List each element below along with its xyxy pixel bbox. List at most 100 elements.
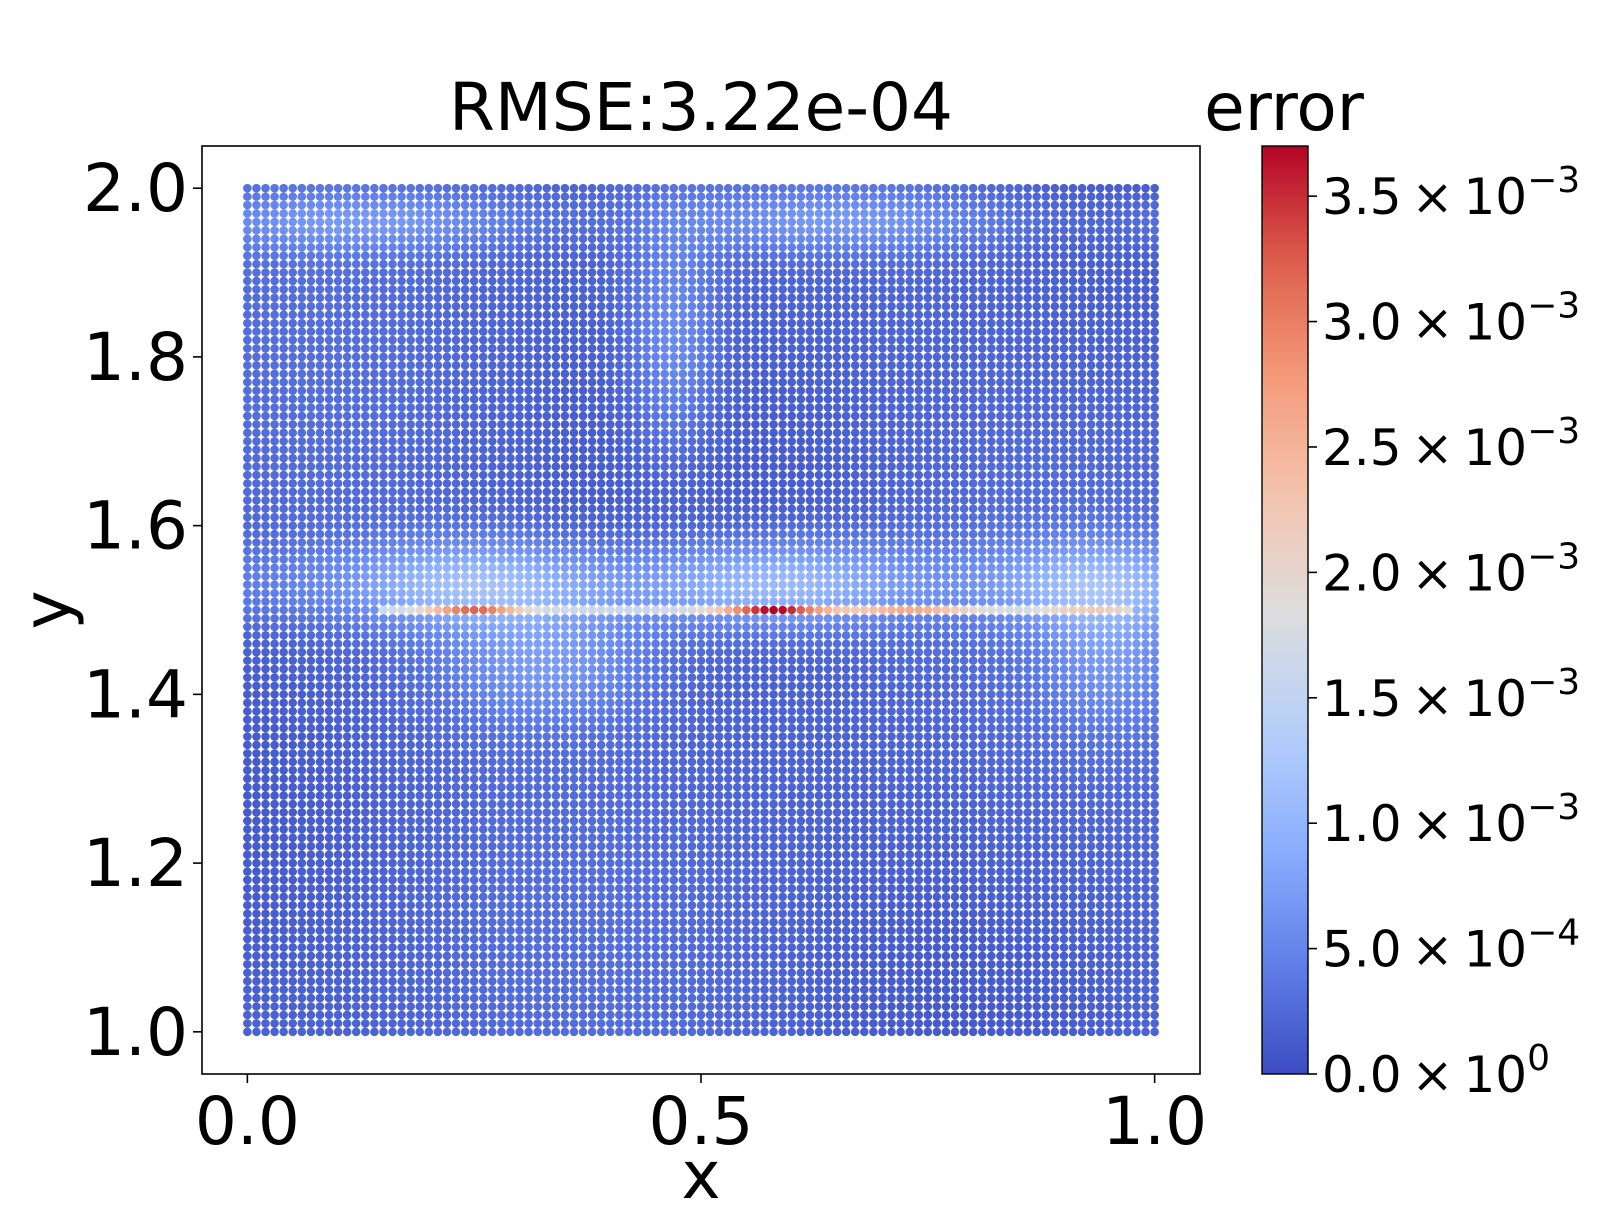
scatter-point (1132, 723, 1141, 733)
scatter-point (288, 816, 298, 826)
scatter-point (1077, 892, 1087, 902)
scatter-point (769, 749, 778, 758)
scatter-point (270, 884, 279, 893)
scatter-point (1086, 909, 1096, 919)
scatter-point (896, 825, 905, 834)
scatter-point (987, 664, 996, 674)
scatter-point (488, 673, 497, 682)
scatter-point (878, 943, 887, 952)
scatter-point (288, 934, 298, 944)
scatter-point (433, 1019, 443, 1028)
scatter-point (415, 892, 425, 902)
scatter-point (1095, 833, 1105, 843)
scatter-point (959, 943, 969, 952)
scatter-point (850, 926, 860, 935)
scatter-point (787, 673, 797, 682)
scatter-point (696, 774, 706, 784)
scatter-point (950, 900, 960, 910)
scatter-point (696, 690, 706, 699)
scatter-point (823, 639, 833, 649)
scatter-point (578, 960, 588, 969)
scatter-point (578, 1002, 588, 1011)
scatter-point (723, 791, 733, 800)
scatter-point (1050, 631, 1060, 640)
scatter-point (860, 715, 869, 724)
scatter-point (243, 639, 252, 649)
scatter-point (860, 757, 869, 767)
scatter-point (860, 1002, 869, 1011)
scatter-point (605, 1010, 615, 1020)
scatter-point (252, 909, 261, 919)
scatter-point (252, 985, 261, 994)
scatter-point (678, 926, 688, 935)
scatter-point (551, 993, 561, 1003)
scatter-point (605, 681, 615, 691)
scatter-point (1050, 858, 1060, 868)
scatter-point (823, 1027, 833, 1037)
scatter-point (252, 976, 261, 986)
scatter-point (860, 732, 869, 741)
scatter-point (297, 968, 307, 978)
scatter-point (306, 698, 316, 708)
scatter-point (732, 943, 742, 952)
scatter-point (342, 926, 352, 935)
scatter-point (297, 943, 307, 952)
scatter-point (379, 825, 388, 834)
scatter-point (361, 757, 370, 767)
scatter-point (1095, 858, 1105, 868)
scatter-point (297, 909, 307, 919)
scatter-point (551, 808, 561, 817)
scatter-point (714, 833, 724, 843)
scatter-point (760, 993, 769, 1003)
scatter-point (760, 690, 769, 699)
scatter-point (288, 698, 298, 708)
scatter-point (760, 715, 769, 724)
scatter-point (760, 740, 769, 750)
scatter-point (596, 816, 606, 826)
scatter-point (887, 968, 896, 978)
scatter-point (923, 791, 933, 800)
scatter-point (433, 681, 443, 691)
scatter-point (333, 985, 343, 994)
scatter-point (551, 774, 561, 784)
scatter-point (914, 993, 924, 1003)
scatter-point (760, 900, 769, 910)
scatter-point (651, 993, 660, 1003)
scatter-point (687, 639, 697, 649)
scatter-point (442, 723, 452, 733)
scatter-point (324, 825, 334, 834)
scatter-point (551, 951, 561, 961)
scatter-point (751, 858, 760, 868)
scatter-point (587, 1027, 597, 1037)
scatter-point (442, 1019, 452, 1028)
scatter-point (732, 799, 742, 809)
scatter-point (333, 884, 343, 893)
scatter-point (424, 833, 434, 843)
scatter-point (615, 968, 624, 978)
scatter-point (642, 841, 651, 851)
scatter-point (1114, 799, 1123, 809)
scatter-point (460, 715, 470, 724)
scatter-point (596, 698, 606, 708)
scatter-point (805, 706, 815, 716)
scatter-point (1014, 909, 1023, 919)
scatter-point (878, 664, 887, 674)
scatter-point (923, 765, 933, 775)
scatter-point (968, 1019, 978, 1028)
scatter-point (442, 681, 452, 691)
scatter-point (1023, 715, 1032, 724)
scatter-point (832, 867, 842, 876)
scatter-point (351, 858, 361, 868)
scatter-point (551, 875, 561, 885)
scatter-point (297, 757, 307, 767)
scatter-point (524, 765, 533, 775)
scatter-point (905, 639, 914, 649)
scatter-point (415, 656, 425, 665)
scatter-point (415, 825, 425, 834)
scatter-point (805, 740, 815, 750)
scatter-point (451, 816, 461, 826)
scatter-point (1141, 985, 1150, 994)
scatter-point (297, 723, 307, 733)
scatter-point (605, 926, 615, 935)
scatter-point (905, 951, 914, 961)
